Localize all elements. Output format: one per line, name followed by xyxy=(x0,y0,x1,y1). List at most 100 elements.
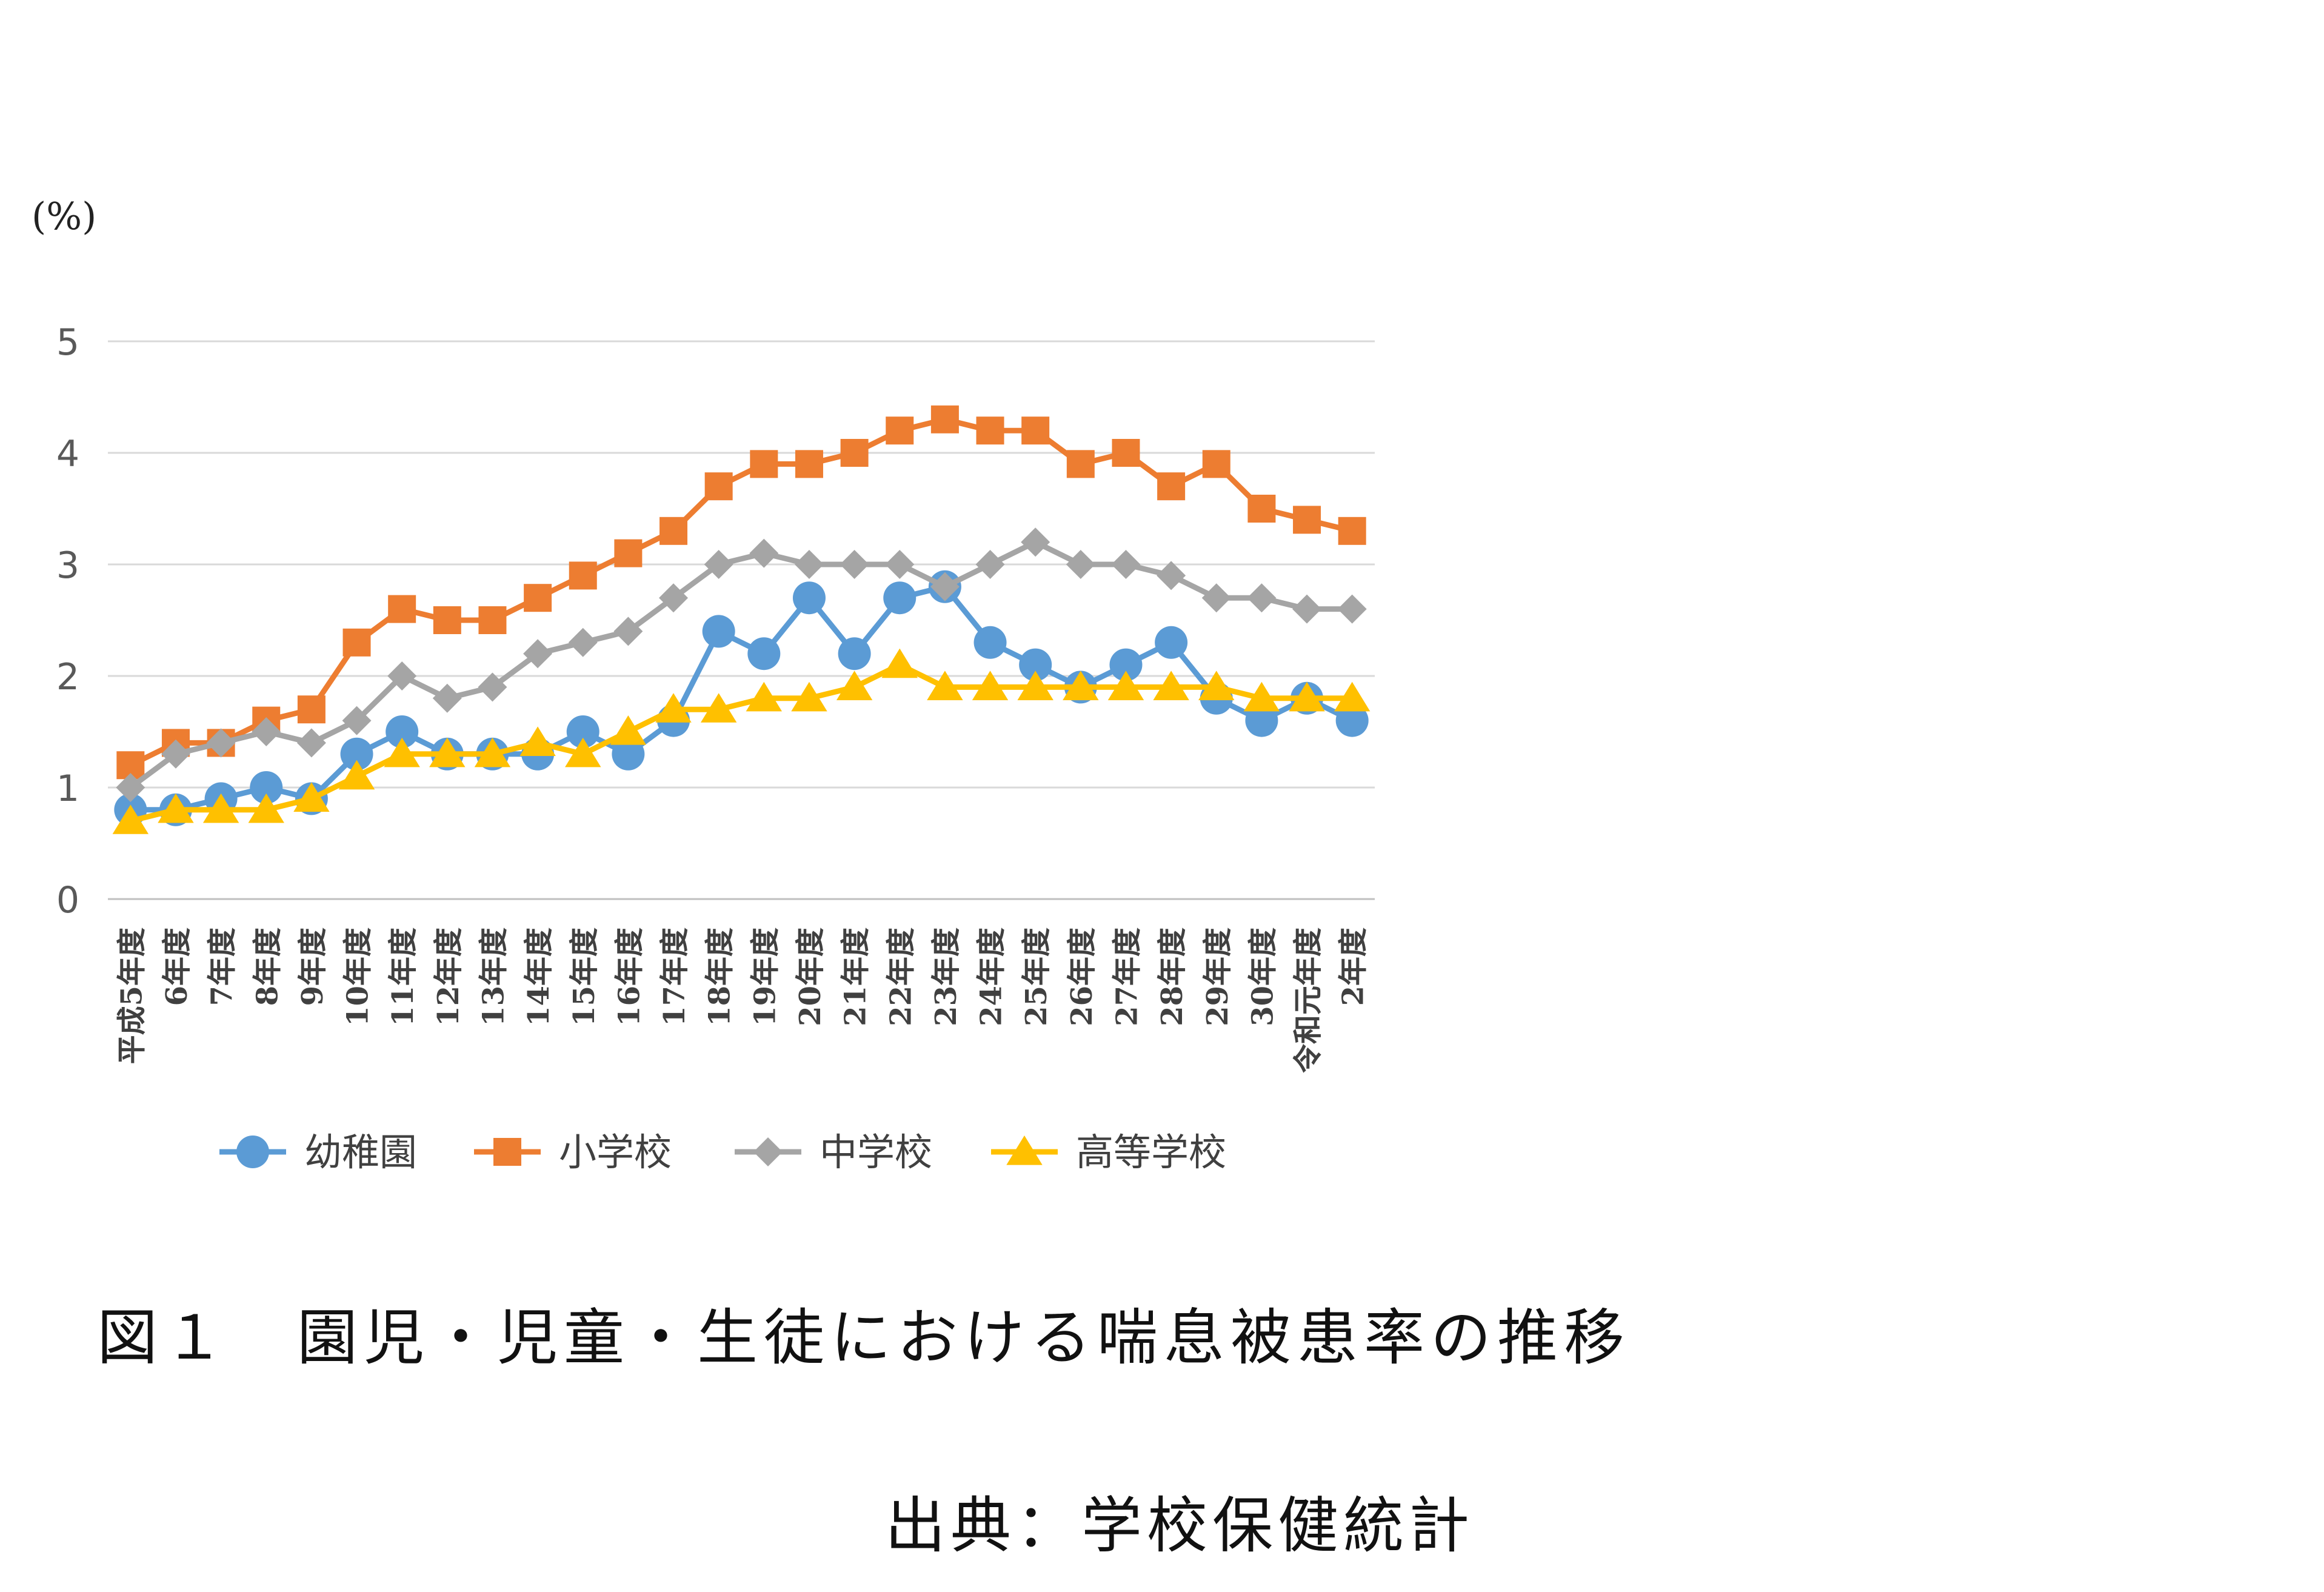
data-point xyxy=(293,782,330,812)
legend-marker xyxy=(236,1135,269,1168)
data-point xyxy=(524,584,552,612)
series-line xyxy=(130,584,1354,813)
x-tick-label: 26年度 xyxy=(1065,928,1099,1026)
x-tick-label: 28年度 xyxy=(1155,928,1189,1026)
x-tick-label: 30年度 xyxy=(1246,928,1280,1026)
y-tick-label: 0 xyxy=(56,879,79,921)
data-point xyxy=(1017,671,1053,700)
x-tick-label: 14年度 xyxy=(522,928,556,1026)
data-point xyxy=(252,717,281,746)
data-point xyxy=(342,628,371,657)
x-tick-label: 27年度 xyxy=(1110,928,1144,1026)
series-2 xyxy=(116,405,1366,780)
x-tick-label: 令和元年度 xyxy=(1291,928,1325,1073)
data-point xyxy=(161,739,190,769)
data-point xyxy=(792,581,826,615)
data-point xyxy=(976,416,1004,445)
y-axis-unit: (%) xyxy=(32,194,97,238)
x-tick-label: 22年度 xyxy=(884,928,918,1026)
data-point xyxy=(700,693,737,723)
data-point xyxy=(387,661,417,691)
data-point xyxy=(840,439,869,467)
legend-marker xyxy=(493,1138,521,1166)
x-tick-label: 19年度 xyxy=(748,928,782,1026)
y-axis-ticks: 0 1 2 3 4 5 xyxy=(56,321,79,921)
data-point xyxy=(1202,450,1230,478)
legend-label: 幼稚園 xyxy=(304,1130,417,1174)
data-point xyxy=(116,773,145,802)
data-point xyxy=(158,793,194,823)
data-point xyxy=(655,693,692,723)
data-point xyxy=(747,637,781,671)
data-point xyxy=(338,760,375,790)
data-point xyxy=(566,715,599,748)
data-point xyxy=(296,728,326,758)
data-point xyxy=(1107,671,1144,700)
x-tick-label: 7年度 xyxy=(205,928,239,1006)
x-tick-label: 11年度 xyxy=(386,928,420,1026)
data-point xyxy=(1338,517,1366,545)
data-point xyxy=(1335,704,1369,737)
data-point xyxy=(1021,527,1050,557)
legend-marker xyxy=(1006,1135,1043,1165)
x-tick-label: 18年度 xyxy=(703,928,737,1026)
data-point xyxy=(1157,561,1186,590)
data-point xyxy=(930,405,959,433)
data-point xyxy=(474,737,511,768)
data-point xyxy=(1292,594,1322,624)
data-point xyxy=(569,561,597,590)
data-point xyxy=(704,472,733,501)
x-tick-label: 23年度 xyxy=(929,928,963,1026)
x-tick-label: 6年度 xyxy=(160,928,194,1006)
data-point xyxy=(1153,671,1189,700)
x-tick-label: 2年度 xyxy=(1337,928,1371,1006)
data-point xyxy=(746,681,783,712)
data-point xyxy=(112,804,149,834)
data-point xyxy=(883,581,917,615)
data-point xyxy=(1201,583,1231,613)
x-tick-label: 平成5年度 xyxy=(115,928,149,1064)
series-1 xyxy=(114,570,1369,826)
data-point xyxy=(659,583,689,613)
series-3 xyxy=(116,527,1367,802)
data-point xyxy=(610,715,647,745)
data-point xyxy=(836,671,873,700)
legend-label: 高等学校 xyxy=(1076,1130,1226,1174)
x-tick-label: 10年度 xyxy=(341,928,375,1026)
data-point xyxy=(749,538,779,568)
data-point xyxy=(342,706,372,735)
x-axis-ticks: 平成5年度 6年度 7年度 8年度 9年度 10年度 11年度 12年度 13年度 14年度 15年… xyxy=(115,928,1370,1073)
data-point xyxy=(1247,495,1276,523)
data-point xyxy=(202,793,239,823)
data-point xyxy=(478,672,507,702)
data-point xyxy=(975,550,1005,579)
data-point xyxy=(1066,550,1095,579)
data-point xyxy=(613,617,643,646)
data-point xyxy=(1198,671,1235,700)
x-tick-label: 17年度 xyxy=(658,928,692,1026)
x-tick-label: 24年度 xyxy=(975,928,1009,1026)
y-tick-label: 4 xyxy=(56,433,79,475)
data-point xyxy=(523,639,553,669)
x-tick-label: 13年度 xyxy=(476,928,510,1026)
data-point xyxy=(1155,626,1188,659)
x-tick-label: 15年度 xyxy=(567,928,601,1026)
data-point xyxy=(432,683,462,713)
data-point xyxy=(1245,704,1278,737)
x-tick-label: 9年度 xyxy=(296,928,330,1006)
figure-caption: 図１ 園児・児童・生徒における喘息被患率の推移 xyxy=(97,1302,1631,1373)
data-point xyxy=(1112,439,1140,467)
data-point xyxy=(388,595,416,623)
legend-marker xyxy=(753,1137,783,1166)
y-tick-label: 1 xyxy=(56,768,79,810)
data-point xyxy=(702,615,735,648)
y-tick-label: 3 xyxy=(56,544,79,587)
data-point xyxy=(429,737,466,768)
data-point xyxy=(565,737,601,768)
data-point xyxy=(386,715,419,748)
x-tick-label: 29年度 xyxy=(1201,928,1235,1026)
legend: 幼稚園 小学校 中学校 高等学校 xyxy=(219,1130,1226,1174)
data-point xyxy=(881,648,918,678)
x-tick-label: 16年度 xyxy=(612,928,646,1026)
